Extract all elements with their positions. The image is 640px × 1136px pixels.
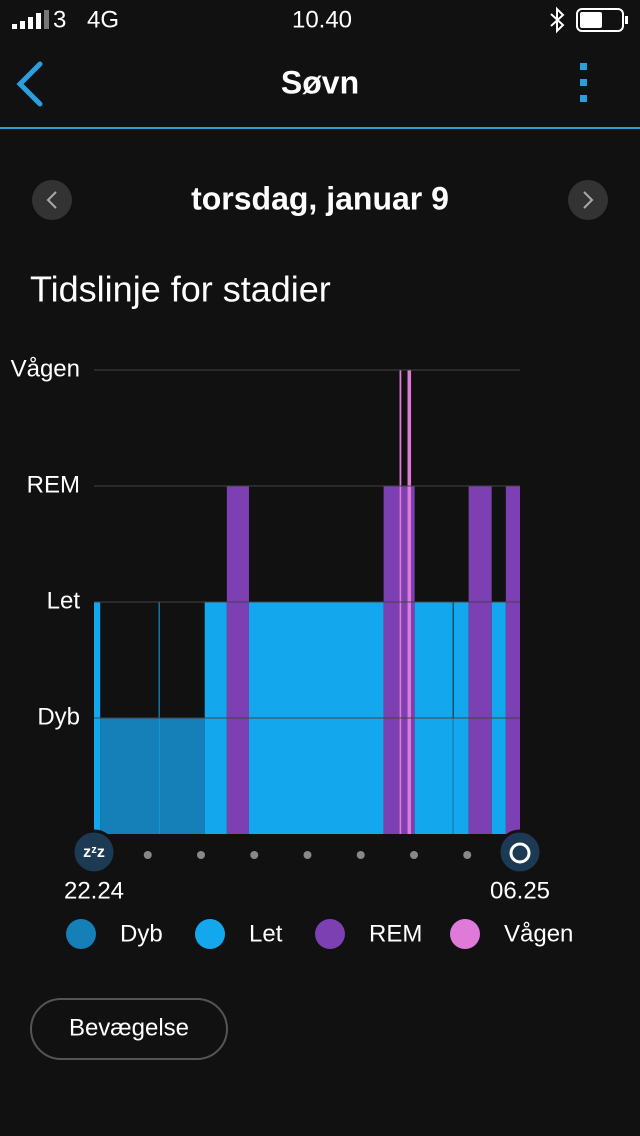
stage-bar [505, 486, 520, 834]
axis-dot [463, 851, 472, 859]
legend-swatch [66, 919, 96, 949]
axis-dot [143, 851, 152, 859]
legend-label: Vågen [504, 920, 573, 947]
stage-bar [468, 486, 492, 834]
legend: Dyb Let REM Vågen [66, 919, 573, 949]
stage-bar [383, 486, 400, 834]
stage-bar [452, 718, 454, 834]
stage-bar [401, 486, 408, 834]
next-day[interactable] [568, 180, 608, 220]
clock: 10.40 [292, 6, 352, 33]
chart: Dyb Let REM Vågen 22.24 06.25 zᶻz [11, 355, 550, 904]
battery [576, 8, 628, 32]
network: 4G [87, 6, 119, 33]
legend-swatch [315, 919, 345, 949]
legend-label: Dyb [120, 920, 163, 947]
legend-label: REM [369, 920, 422, 947]
alarm-icon [509, 842, 531, 864]
axis-dot [410, 851, 418, 859]
header-divider [0, 127, 640, 129]
y-tick-label: Dyb [37, 703, 80, 730]
y-tick-label: REM [27, 471, 80, 498]
nav-title: Søvn [281, 64, 359, 100]
legend-swatch [450, 919, 480, 949]
axis-dot [356, 851, 365, 859]
stage-bar [411, 486, 415, 834]
signal [12, 10, 49, 29]
legend-swatch [195, 919, 225, 949]
x-tick-marker [71, 829, 117, 875]
bluetooth-icon [550, 6, 565, 34]
section-title: Tidslinje for stadier [30, 269, 331, 310]
x-tick-marker [497, 829, 543, 875]
axis-dot [250, 851, 259, 859]
button-label[interactable]: Bevægelse [69, 1014, 189, 1041]
axis-dot [197, 851, 205, 859]
x-tick-label: 06.25 [490, 877, 550, 904]
back-button[interactable] [16, 61, 43, 107]
stage-bar [226, 486, 249, 834]
legend-label: Let [249, 920, 283, 947]
date: torsdag, januar 9 [191, 180, 449, 216]
carrier: 3 [53, 6, 66, 33]
prev-day[interactable] [32, 180, 72, 220]
sleep-icon: zᶻz [83, 844, 105, 861]
stage-bar [159, 718, 205, 834]
menu-button[interactable] [580, 63, 587, 102]
y-tick-label: Vågen [11, 355, 80, 382]
x-tick-label: 22.24 [64, 877, 124, 904]
axis-dot [303, 851, 312, 859]
y-tick-label: Let [47, 587, 81, 614]
stage-bar [100, 718, 159, 834]
movement-button[interactable]: Bevægelse [30, 998, 228, 1060]
